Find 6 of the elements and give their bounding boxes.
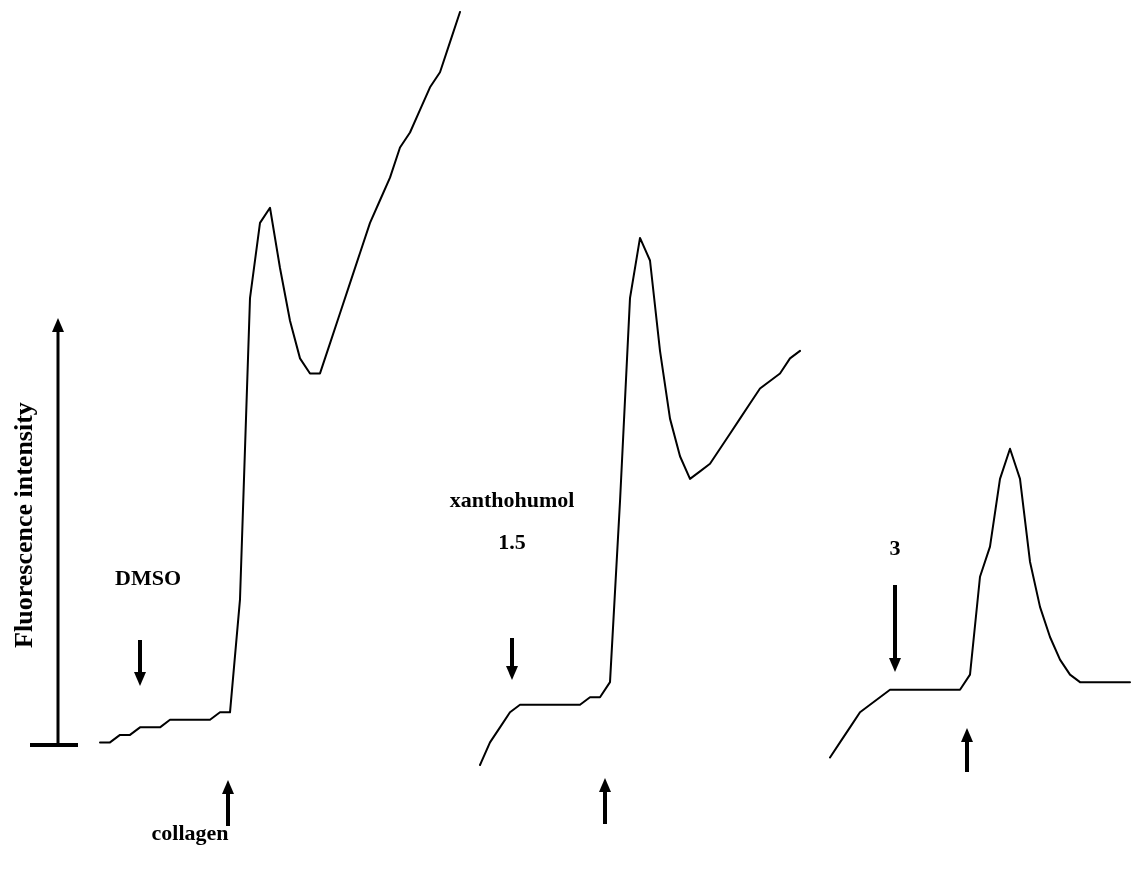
annotation: 3 [889, 535, 901, 561]
y-axis-title: Fluorescence intensity [9, 402, 39, 648]
text: collagen [151, 820, 229, 846]
annotation: xanthohumol [449, 487, 575, 513]
annotation: 1.5 [498, 529, 526, 555]
annotation: DMSO [115, 565, 181, 591]
